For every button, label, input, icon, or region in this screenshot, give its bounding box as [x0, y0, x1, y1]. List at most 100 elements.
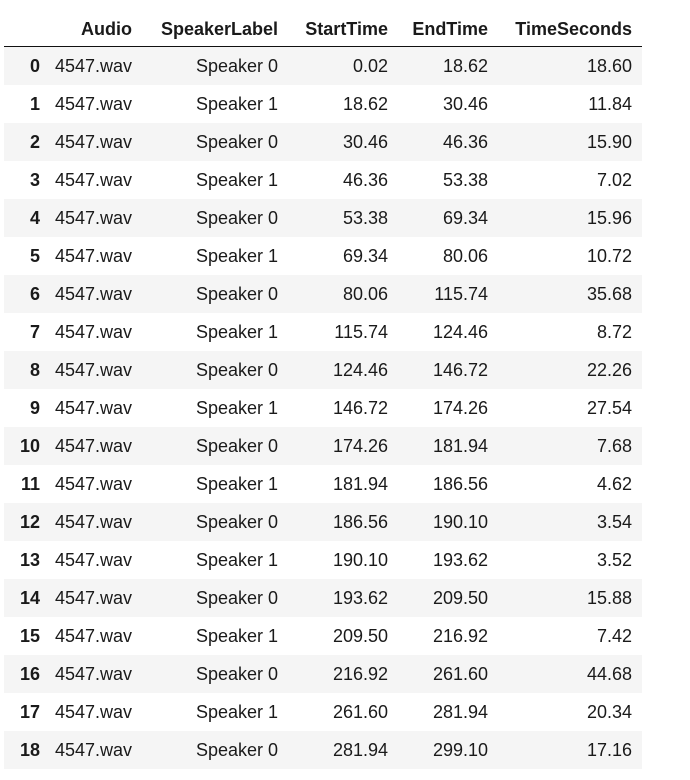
row-index: 14 [19, 587, 40, 608]
table-row: 13 4547.wav Speaker 1 190.10 193.62 3.52 [4, 541, 642, 579]
cell-time-seconds: 4.62 [596, 473, 632, 494]
table-row: 1 4547.wav Speaker 1 18.62 30.46 11.84 [4, 85, 642, 123]
cell-end-time: 53.38 [442, 169, 488, 190]
row-index: 3 [29, 169, 40, 190]
cell-speaker-label: Speaker 1 [195, 169, 278, 190]
column-header-end-time: EndTime [398, 12, 498, 47]
row-index: 1 [29, 93, 40, 114]
cell-time-seconds: 22.26 [586, 359, 632, 380]
cell-start-time: 46.36 [342, 169, 388, 190]
cell-time-seconds: 15.90 [586, 131, 632, 152]
cell-audio: 4547.wav [55, 93, 133, 114]
row-index: 17 [19, 701, 40, 722]
row-index: 18 [19, 739, 40, 760]
cell-time-seconds: 35.68 [586, 283, 632, 304]
cell-speaker-label: Speaker 1 [195, 321, 278, 342]
column-header-audio: Audio [44, 12, 140, 47]
cell-time-seconds: 17.16 [586, 739, 632, 760]
cell-time-seconds: 7.02 [596, 169, 632, 190]
cell-time-seconds: 3.54 [596, 511, 632, 532]
cell-audio: 4547.wav [55, 587, 133, 608]
cell-audio: 4547.wav [55, 625, 133, 646]
cell-end-time: 193.62 [432, 549, 488, 570]
cell-start-time: 216.92 [332, 663, 388, 684]
table-row: 0 4547.wav Speaker 0 0.02 18.62 18.60 [4, 46, 642, 85]
row-index: 8 [29, 359, 40, 380]
cell-time-seconds: 11.84 [588, 93, 632, 114]
row-index: 11 [20, 473, 40, 494]
cell-speaker-label: Speaker 1 [195, 549, 278, 570]
cell-audio: 4547.wav [55, 397, 133, 418]
cell-audio: 4547.wav [55, 207, 133, 228]
dataframe-table: Audio SpeakerLabel StartTime EndTime Tim… [4, 12, 642, 769]
cell-time-seconds: 10.72 [586, 245, 632, 266]
cell-audio: 4547.wav [55, 549, 133, 570]
row-index: 7 [29, 321, 40, 342]
cell-end-time: 216.92 [432, 625, 488, 646]
row-index: 12 [19, 511, 40, 532]
cell-time-seconds: 15.88 [586, 587, 632, 608]
cell-start-time: 261.60 [332, 701, 388, 722]
cell-time-seconds: 7.68 [596, 435, 632, 456]
cell-start-time: 193.62 [332, 587, 388, 608]
cell-time-seconds: 3.52 [596, 549, 632, 570]
row-index: 0 [29, 55, 40, 76]
cell-speaker-label: Speaker 0 [195, 587, 278, 608]
table-row: 9 4547.wav Speaker 1 146.72 174.26 27.54 [4, 389, 642, 427]
row-index: 5 [29, 245, 40, 266]
cell-end-time: 181.94 [432, 435, 488, 456]
table-row: 3 4547.wav Speaker 1 46.36 53.38 7.02 [4, 161, 642, 199]
cell-start-time: 0.02 [352, 55, 388, 76]
table-row: 12 4547.wav Speaker 0 186.56 190.10 3.54 [4, 503, 642, 541]
table-row: 10 4547.wav Speaker 0 174.26 181.94 7.68 [4, 427, 642, 465]
cell-end-time: 190.10 [432, 511, 488, 532]
cell-speaker-label: Speaker 0 [195, 663, 278, 684]
cell-speaker-label: Speaker 1 [195, 473, 278, 494]
table-row: 5 4547.wav Speaker 1 69.34 80.06 10.72 [4, 237, 642, 275]
cell-speaker-label: Speaker 1 [195, 245, 278, 266]
cell-audio: 4547.wav [55, 663, 133, 684]
table-row: 18 4547.wav Speaker 0 281.94 299.10 17.16 [4, 731, 642, 769]
row-index: 15 [19, 625, 40, 646]
cell-start-time: 209.50 [332, 625, 388, 646]
cell-speaker-label: Speaker 1 [195, 397, 278, 418]
cell-time-seconds: 18.60 [586, 55, 632, 76]
cell-audio: 4547.wav [55, 739, 133, 760]
index-header [4, 12, 44, 47]
cell-end-time: 281.94 [432, 701, 488, 722]
cell-start-time: 281.94 [332, 739, 388, 760]
table-row: 7 4547.wav Speaker 1 115.74 124.46 8.72 [4, 313, 642, 351]
cell-audio: 4547.wav [55, 245, 133, 266]
table-row: 4 4547.wav Speaker 0 53.38 69.34 15.96 [4, 199, 642, 237]
cell-audio: 4547.wav [55, 321, 133, 342]
table-row: 14 4547.wav Speaker 0 193.62 209.50 15.88 [4, 579, 642, 617]
cell-audio: 4547.wav [55, 359, 133, 380]
cell-audio: 4547.wav [55, 511, 133, 532]
cell-end-time: 261.60 [432, 663, 488, 684]
cell-end-time: 30.46 [442, 93, 488, 114]
table-row: 2 4547.wav Speaker 0 30.46 46.36 15.90 [4, 123, 642, 161]
cell-speaker-label: Speaker 0 [195, 55, 278, 76]
header-row: Audio SpeakerLabel StartTime EndTime Tim… [4, 12, 642, 47]
row-index: 4 [29, 207, 40, 228]
table-row: 16 4547.wav Speaker 0 216.92 261.60 44.68 [4, 655, 642, 693]
cell-end-time: 46.36 [442, 131, 488, 152]
cell-end-time: 186.56 [432, 473, 488, 494]
cell-start-time: 181.94 [332, 473, 388, 494]
cell-start-time: 124.46 [332, 359, 388, 380]
cell-speaker-label: Speaker 0 [195, 435, 278, 456]
cell-time-seconds: 44.68 [586, 663, 632, 684]
row-index: 9 [29, 397, 40, 418]
cell-audio: 4547.wav [55, 131, 133, 152]
cell-speaker-label: Speaker 0 [195, 511, 278, 532]
row-index: 16 [19, 663, 40, 684]
cell-end-time: 209.50 [432, 587, 488, 608]
cell-time-seconds: 8.72 [596, 321, 632, 342]
table-row: 6 4547.wav Speaker 0 80.06 115.74 35.68 [4, 275, 642, 313]
cell-audio: 4547.wav [55, 435, 133, 456]
cell-end-time: 124.46 [432, 321, 488, 342]
cell-speaker-label: Speaker 0 [195, 207, 278, 228]
cell-start-time: 186.56 [332, 511, 388, 532]
cell-audio: 4547.wav [55, 283, 133, 304]
cell-start-time: 174.26 [332, 435, 388, 456]
